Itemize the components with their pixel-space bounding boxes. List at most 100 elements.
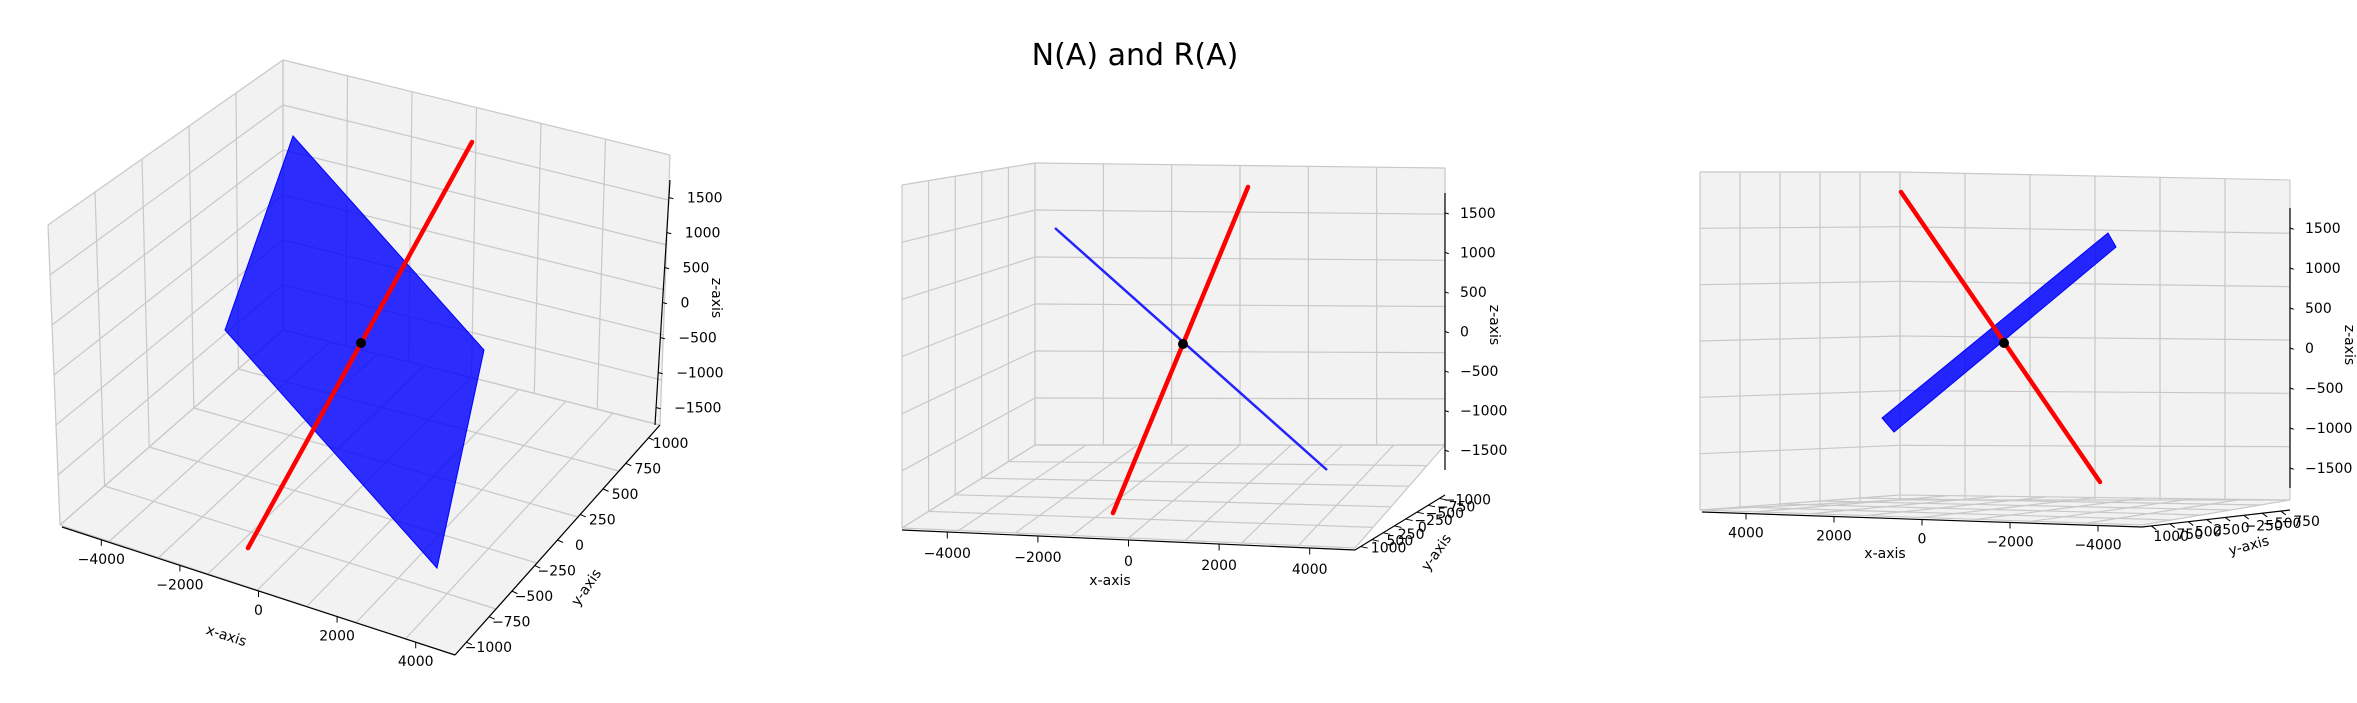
y-axis-tick (2169, 523, 2176, 528)
grid-line (1699, 280, 1901, 286)
x-axis-label: x-axis (1864, 546, 1905, 562)
z-axis-tick (2289, 467, 2294, 470)
grid-line (2141, 499, 2291, 526)
z-axis-tick (660, 337, 665, 340)
grid-line (1034, 303, 1446, 308)
y-axis-tick (1428, 504, 1436, 508)
x-axis-tick-label: −2000 (156, 577, 203, 593)
z-axis-tick (1444, 449, 1449, 452)
x-axis-tick-label: 0 (1124, 554, 1133, 570)
y-axis-tick-label: −250 (2245, 518, 2283, 534)
y-axis-tick (648, 437, 655, 441)
grid-line (901, 303, 1036, 358)
grid-line (53, 194, 284, 376)
z-axis-label: z-axis (2341, 325, 2357, 365)
z-axis-tick-label: −500 (678, 331, 716, 347)
y-axis-tick (2206, 519, 2213, 524)
y-axis-tick-label: 0 (575, 538, 584, 554)
y-axis-tick-label: −750 (492, 615, 530, 631)
grid-line (1899, 335, 2291, 341)
grid-line (901, 350, 1036, 415)
z-axis-tick (655, 407, 661, 410)
y-axis-tick (466, 641, 473, 646)
grid-line (1128, 444, 1241, 539)
z-axis-tick (2289, 267, 2294, 270)
x-axis-tick-label: 4000 (1728, 526, 1764, 542)
z-axis-label: z-axis (1486, 305, 1502, 345)
z-axis-tick (662, 302, 668, 305)
grid-line (901, 397, 1036, 472)
grid-line (1354, 444, 1446, 549)
z-axis-tick-label: 1000 (2305, 261, 2341, 277)
subplot-3: 1500 1000 500 0 −500 −1000 −1500 4000 2000 0 −2000… (1699, 171, 2357, 562)
z-axis-tick-label: −1000 (676, 366, 723, 382)
y-axis-tick (1416, 511, 1424, 515)
grid-line (1699, 444, 1901, 455)
grid-line (1184, 444, 1292, 541)
grid-line (1976, 497, 2144, 520)
grid-line (1699, 494, 1901, 511)
z-axis-tick (2289, 227, 2294, 230)
y-axis-tick (2150, 525, 2157, 531)
z-axis-tick-label: 1000 (685, 226, 721, 242)
y-axis-tick (2280, 510, 2287, 516)
y-axis-tick-label: 500 (612, 487, 639, 503)
y-axis-tick (1405, 518, 1413, 522)
grid-line (47, 59, 284, 226)
range-line (1110, 184, 1251, 516)
y-axis-tick-label: 750 (2176, 527, 2203, 543)
grid-line (1034, 162, 1446, 169)
grid-line (901, 256, 1036, 300)
grid-line (2031, 498, 2193, 522)
grid-line (49, 104, 284, 276)
x-axis-label: x-axis (204, 622, 248, 650)
pane-side (902, 163, 1035, 528)
grid-line (901, 209, 1036, 243)
grid-line (282, 104, 669, 201)
y-axis-tick-label: −750 (1437, 499, 1475, 515)
z-axis-tick (1444, 212, 1449, 215)
z-axis-tick-label: 1500 (2305, 221, 2341, 237)
z-axis-tick-label: −1000 (2305, 421, 2352, 437)
figure-title: N(A) and R(A) (1032, 38, 1239, 73)
z-axis-tick-label: 0 (681, 296, 690, 312)
y-axis-tick-label: 500 (1387, 534, 1414, 550)
y-axis-tick (1439, 497, 1447, 501)
y-axis-tick (1394, 525, 1402, 528)
y-axis-tick (2261, 512, 2268, 518)
grid-line (355, 400, 567, 623)
grid-line (51, 149, 284, 326)
pane-side (48, 60, 283, 525)
grid-line (1034, 397, 1446, 400)
z-axis-tick-label: −1500 (674, 401, 721, 417)
origin-point (1999, 338, 2009, 348)
grid-line (1297, 444, 1395, 546)
y-axis-tick-label: −500 (1426, 506, 1464, 522)
grid-line (282, 149, 667, 246)
y-axis-tick (1371, 539, 1379, 542)
z-axis-tick (2289, 307, 2294, 310)
z-axis-tick (1444, 251, 1449, 255)
y-axis-tick-label: 250 (589, 512, 616, 528)
z-axis-tick-label: −1500 (1460, 443, 1507, 459)
grid-line (1071, 444, 1190, 536)
y-axis-line (2141, 509, 2291, 528)
grid-line (1241, 444, 1343, 544)
grid-line (958, 444, 1087, 531)
y-axis-tick (2224, 517, 2231, 522)
y-axis-tick (2243, 514, 2250, 520)
y-axis-line (1354, 494, 1446, 551)
y-axis-tick-label: 1000 (653, 436, 689, 452)
y-axis-tick-label: 0 (1418, 520, 1427, 536)
y-axis-tick (557, 539, 564, 543)
z-axis-tick (658, 372, 663, 375)
z-axis-label: z-axis (708, 278, 724, 318)
x-axis-tick-label: 2000 (1201, 558, 1237, 574)
grid-line (1899, 444, 2291, 448)
origin-point (1178, 339, 1188, 349)
y-axis-tick (511, 590, 518, 595)
x-axis-tick-label: 0 (254, 603, 263, 619)
y-axis-tick-label: −250 (537, 564, 575, 580)
x-axis-tick-label: −4000 (2074, 538, 2121, 554)
